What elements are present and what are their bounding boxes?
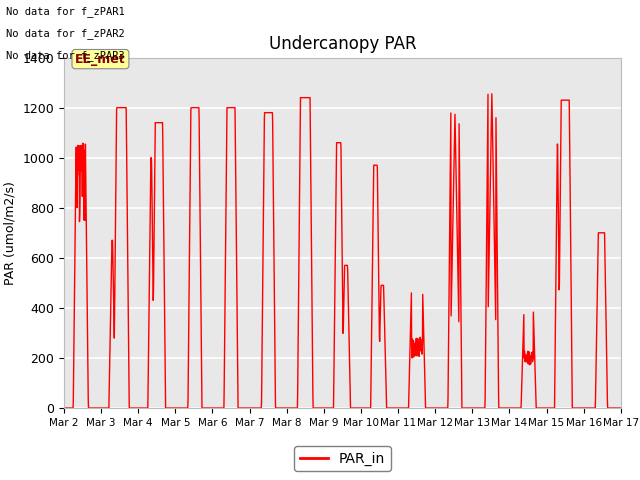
Title: Undercanopy PAR: Undercanopy PAR xyxy=(269,35,416,53)
Text: No data for f_zPAR1: No data for f_zPAR1 xyxy=(6,6,125,17)
Text: No data for f_zPAR2: No data for f_zPAR2 xyxy=(6,28,125,39)
Text: EE_met: EE_met xyxy=(75,53,126,66)
Y-axis label: PAR (umol/m2/s): PAR (umol/m2/s) xyxy=(4,181,17,285)
Text: No data for f_zPAR3: No data for f_zPAR3 xyxy=(6,49,125,60)
Legend: PAR_in: PAR_in xyxy=(294,446,390,471)
